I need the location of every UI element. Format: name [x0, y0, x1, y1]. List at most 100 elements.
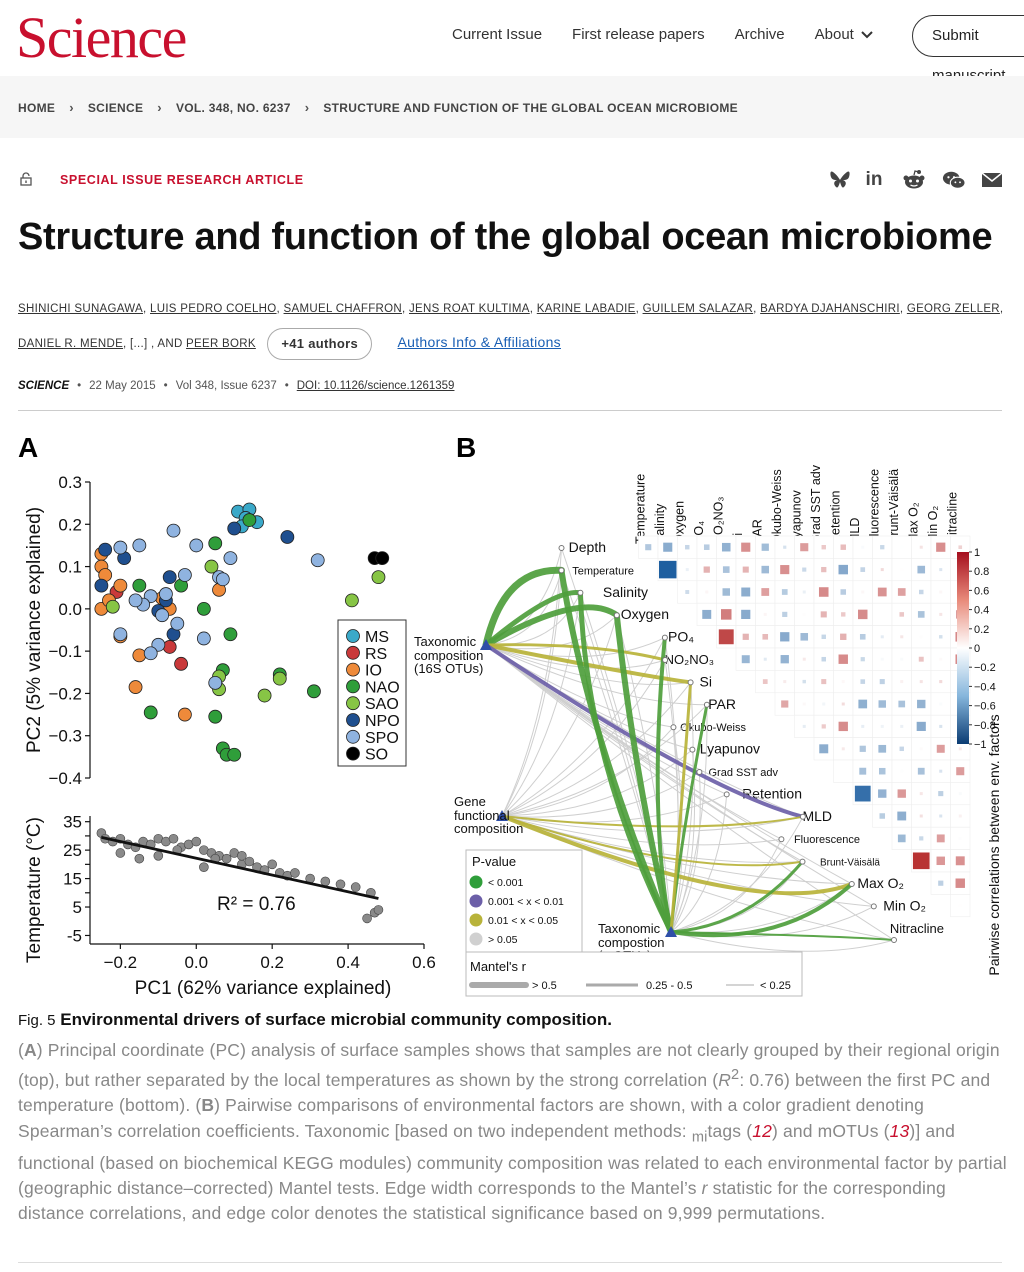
env-node: [891, 937, 897, 943]
correlation-square: [939, 590, 943, 594]
row-label: Min O₂: [883, 897, 926, 913]
data-point-npo: [94, 578, 109, 593]
x-tick-label: −0.2: [104, 953, 138, 972]
figure-5[interactable]: A B 0.3 0.2 0.1 0.0 −0.1 −0.2 −0.3 −0.4 PC2 (5% …: [14, 420, 1014, 1000]
email-icon[interactable]: [980, 168, 1004, 192]
correlation-square: [955, 856, 965, 866]
author-link[interactable]: KARINE LABADIE: [536, 303, 636, 315]
breadcrumb-volume[interactable]: VOL. 348, NO. 6237: [175, 100, 291, 115]
doi-link[interactable]: DOI: 10.1126/science.1261359: [296, 380, 455, 392]
data-point-spo: [166, 523, 181, 538]
science-logo[interactable]: Science: [16, 5, 187, 70]
correlation-square: [880, 657, 884, 661]
data-point-io: [113, 578, 128, 593]
correlation-square: [939, 568, 943, 572]
legend-label: SPO: [365, 730, 399, 747]
correlation-square: [762, 633, 769, 640]
correlation-square: [841, 612, 846, 617]
y-tick-label: 0.3: [58, 473, 82, 492]
author-link[interactable]: SHINICHI SUNAGAWA: [18, 303, 144, 315]
node-label-16s: (16S OTUs): [414, 661, 483, 676]
data-point: [237, 851, 247, 861]
author-link[interactable]: GUILLEM SALAZAR: [642, 303, 754, 315]
data-point: [335, 879, 346, 890]
correlation-square: [899, 612, 905, 617]
edge-nonsignificant: [501, 547, 562, 817]
env-node: [696, 769, 703, 775]
correlation-square: [879, 813, 886, 819]
nav-about[interactable]: About: [815, 26, 874, 43]
data-point: [221, 853, 232, 864]
divider: [18, 410, 1002, 411]
pvalue-label: 0.01 < x < 0.05: [488, 915, 558, 927]
data-point: [153, 851, 164, 861]
data-point-spo: [196, 631, 211, 646]
correlation-square: [877, 587, 887, 597]
correlation-square: [858, 609, 868, 620]
data-point-nao: [143, 705, 158, 720]
author-link[interactable]: LUIS PEDRO COELHO: [150, 303, 277, 315]
chevron-right-icon: ›: [304, 100, 310, 115]
row-label: Oxygen: [621, 606, 669, 622]
correlation-square: [821, 724, 826, 729]
breadcrumb-home[interactable]: HOME: [18, 100, 56, 115]
volume-issue: Vol 348, Issue 6237: [175, 380, 277, 392]
edge-significant: [577, 590, 674, 935]
author-link[interactable]: SAMUEL CHAFFRON: [283, 303, 402, 315]
edge-nonsignificant: [670, 794, 728, 933]
env-node: [778, 836, 785, 843]
env-node: [870, 903, 877, 910]
mantel-label: 0.25 - 0.5: [646, 980, 692, 992]
author-link[interactable]: BARDYA DJAHANSCHIRI: [760, 303, 900, 315]
linkedin-icon[interactable]: in: [865, 169, 883, 190]
authors-affiliations-link[interactable]: Authors Info & Affiliations: [397, 334, 561, 350]
y-tick-label: 0.0: [58, 600, 82, 619]
correlation-square: [840, 589, 847, 595]
correlation-square: [917, 699, 926, 709]
correlation-square: [840, 633, 847, 640]
nav-first-release[interactable]: First release papers: [572, 26, 705, 43]
temperature-scatter-plot: 35 25 15 5 -5 −0.2 0.0 0.2 0.4 0.6 Temperature (°C…: [24, 813, 436, 999]
correlation-square: [899, 746, 904, 752]
data-point: [320, 876, 331, 887]
correlation-square: [939, 702, 943, 706]
meta-separator: •: [284, 380, 289, 392]
env-node: [703, 701, 710, 708]
data-point-spo: [143, 646, 158, 661]
correlation-square: [721, 609, 732, 620]
correlation-square: [900, 769, 904, 773]
reddit-icon[interactable]: [902, 168, 926, 192]
data-point: [362, 913, 372, 924]
correlation-square: [761, 543, 769, 551]
correlation-square: [705, 590, 709, 594]
author-link[interactable]: JENS ROAT KULTIMA: [409, 303, 530, 315]
nav-archive[interactable]: Archive: [734, 26, 785, 43]
column-header: Oxygen: [673, 501, 687, 544]
legend-label: SO: [365, 747, 388, 764]
correlation-square: [958, 747, 962, 751]
bluesky-icon[interactable]: [828, 168, 852, 192]
author-link[interactable]: PEER BORK: [186, 338, 256, 350]
row-label: Depth: [569, 539, 606, 555]
wechat-icon[interactable]: [942, 168, 966, 192]
more-authors-button[interactable]: +41 authors: [267, 327, 372, 360]
edge-significant: [482, 566, 565, 649]
correlation-square: [917, 611, 925, 618]
breadcrumb-science[interactable]: SCIENCE: [87, 100, 144, 115]
data-point: [290, 868, 300, 878]
correlation-square: [939, 680, 943, 684]
nav-current-issue[interactable]: Current Issue: [452, 26, 543, 43]
correlation-square: [939, 612, 943, 616]
author-link[interactable]: DANIEL R. MENDE: [18, 338, 124, 350]
correlation-square: [685, 544, 690, 550]
submit-manuscript-button[interactable]: Submit manuscript: [912, 15, 1024, 84]
correlation-square: [916, 721, 926, 731]
y-tick-label: 5: [73, 898, 82, 917]
author-link[interactable]: GEORG ZELLER: [906, 303, 1000, 315]
data-point-sao: [257, 688, 272, 703]
correlation-square: [781, 589, 788, 595]
data-point-io: [128, 680, 143, 694]
data-point-nao: [196, 601, 211, 616]
correlation-square: [841, 769, 845, 773]
correlation-square: [819, 744, 829, 754]
